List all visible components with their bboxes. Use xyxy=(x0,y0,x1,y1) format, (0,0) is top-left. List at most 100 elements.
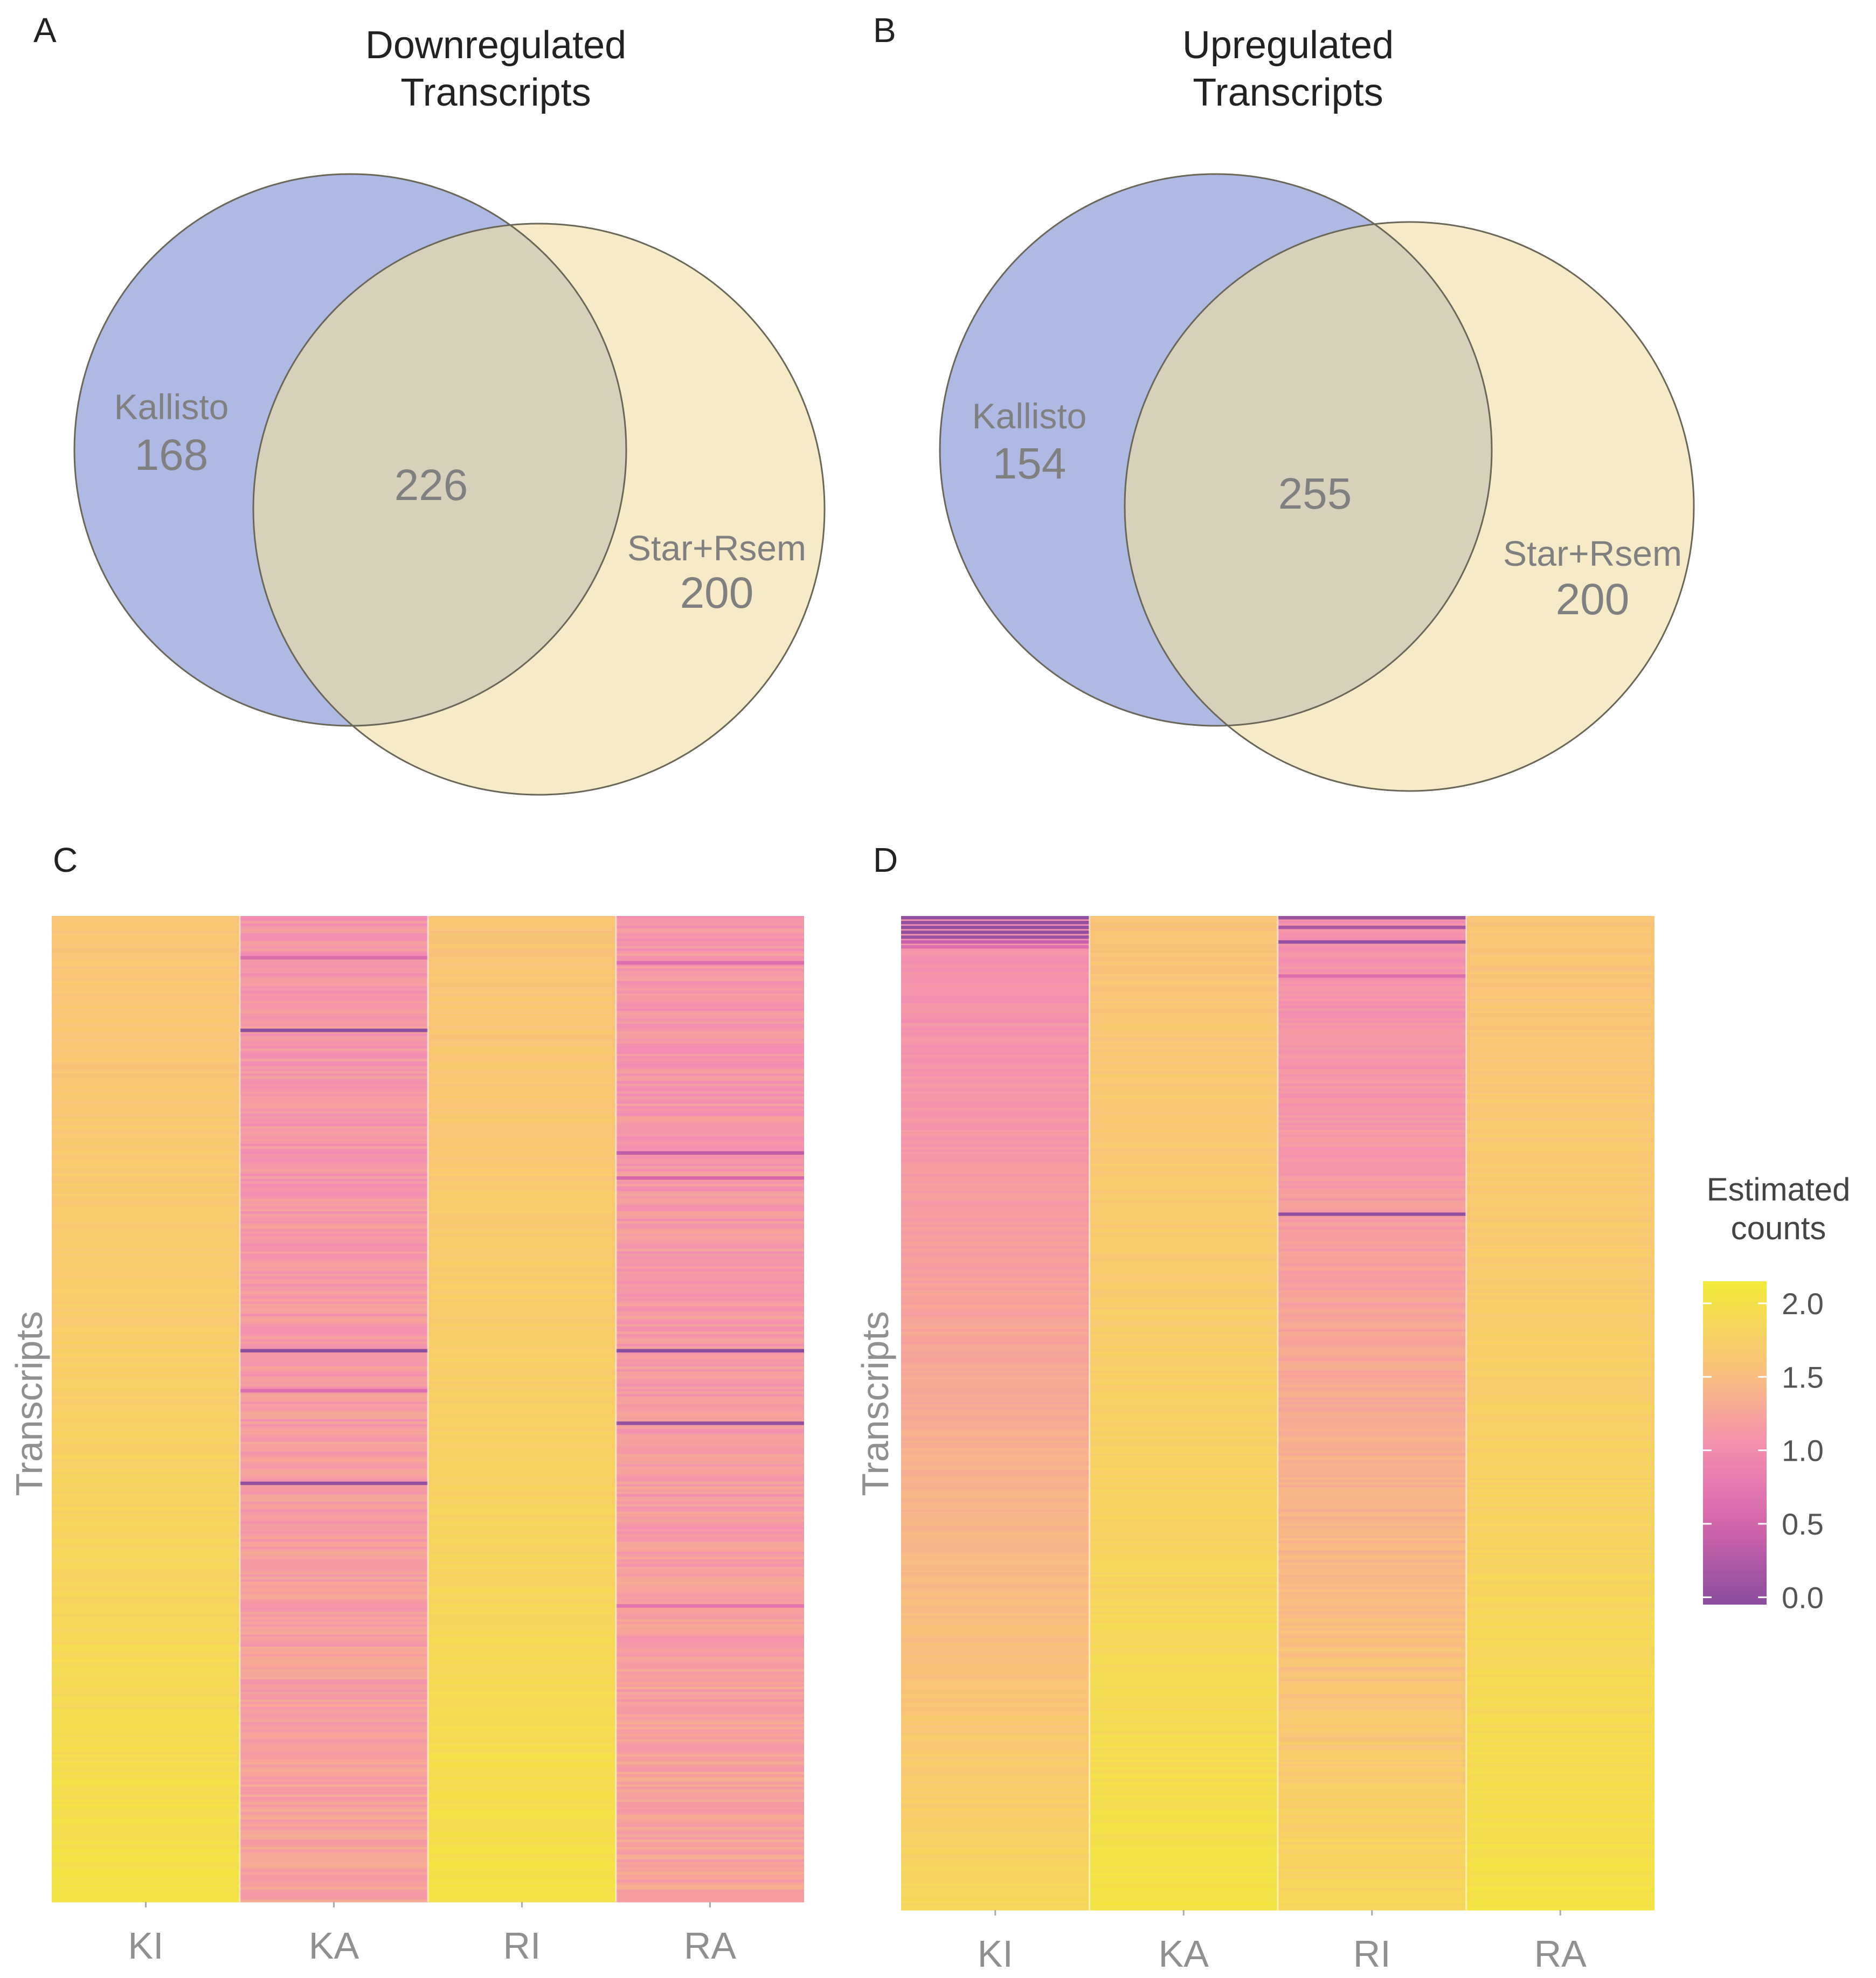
heatmap-cell xyxy=(52,1699,240,1703)
heatmap-cell xyxy=(901,1861,1090,1864)
heatmap-cell xyxy=(901,1847,1090,1850)
heatmap-cell xyxy=(1466,1098,1655,1101)
heatmap-cell xyxy=(52,1779,240,1782)
heatmap-cell xyxy=(52,1354,240,1357)
heatmap-cell xyxy=(52,1686,240,1690)
heatmap-cell xyxy=(1278,1885,1466,1889)
heatmap-cell xyxy=(901,1348,1090,1352)
heatmap-cell xyxy=(52,1176,240,1179)
heatmap-cell xyxy=(428,1256,616,1259)
heatmap-cell xyxy=(1278,1288,1466,1291)
heatmap-cell xyxy=(1089,938,1278,941)
heatmap-cell xyxy=(1089,1081,1278,1084)
heatmap-cell xyxy=(1278,1492,1466,1495)
heatmap-cell xyxy=(901,1582,1090,1585)
heatmap-cell xyxy=(616,1522,804,1525)
heatmap-cell xyxy=(1278,1502,1466,1505)
heatmap-cell xyxy=(428,1424,616,1427)
heatmap-cell xyxy=(240,1872,428,1875)
heatmap-cell xyxy=(901,1779,1090,1782)
heatmap-cell xyxy=(428,1264,616,1267)
heatmap-cell xyxy=(240,1183,428,1187)
heatmap-cell xyxy=(616,1879,804,1883)
heatmap-cell xyxy=(240,1699,428,1703)
heatmap-cell xyxy=(1089,1025,1278,1029)
heatmap-cell xyxy=(616,1837,804,1840)
heatmap-cell xyxy=(616,1236,804,1239)
heatmap-cell xyxy=(52,923,240,927)
heatmap-cell xyxy=(1089,1122,1278,1126)
heatmap-cell xyxy=(428,1491,616,1495)
heatmap-cell xyxy=(901,1399,1090,1403)
heatmap-cell xyxy=(1466,1720,1655,1724)
heatmap-cell xyxy=(901,1071,1090,1074)
heatmap-cell xyxy=(616,938,804,942)
heatmap-cell xyxy=(1089,1387,1278,1391)
heatmap-cell xyxy=(1466,1832,1655,1835)
heatmap-cell xyxy=(428,1729,616,1732)
heatmap-cell xyxy=(616,1169,804,1172)
heatmap-cell xyxy=(901,1873,1090,1877)
heatmap-cell xyxy=(1278,1837,1466,1840)
heatmap-cell xyxy=(901,1176,1090,1179)
heatmap-cell xyxy=(1278,1433,1466,1436)
heatmap-cell xyxy=(52,1504,240,1507)
heatmap-cell xyxy=(1089,1005,1278,1009)
heatmap-cell xyxy=(901,1295,1090,1298)
heatmap-cell xyxy=(1278,1088,1466,1092)
heatmap-cell xyxy=(1278,1059,1466,1063)
heatmap-cell xyxy=(616,1324,804,1327)
heatmap-cell xyxy=(1466,1293,1655,1296)
heatmap-cell xyxy=(428,1676,616,1680)
heatmap-cell xyxy=(1089,1327,1278,1330)
heatmap-cell xyxy=(1089,1747,1278,1750)
heatmap-outlier-cell xyxy=(901,916,1090,920)
heatmap-cell xyxy=(901,1122,1090,1126)
heatmap-cell xyxy=(1089,1801,1278,1804)
heatmap-cell xyxy=(240,1464,428,1467)
heatmap-cell xyxy=(1089,996,1278,999)
heatmap-cell xyxy=(240,1616,428,1620)
heatmap-cell xyxy=(1466,1903,1655,1906)
heatmap-cell xyxy=(240,1899,428,1903)
heatmap-cell xyxy=(1089,1032,1278,1036)
heatmap-cell xyxy=(52,1689,240,1692)
heatmap-cell xyxy=(1278,1830,1466,1833)
heatmap-cell xyxy=(52,1309,240,1312)
heatmap-cell xyxy=(1089,1015,1278,1019)
heatmap-cell xyxy=(240,1682,428,1685)
heatmap-cell xyxy=(1466,1237,1655,1240)
heatmap-cell xyxy=(1278,1657,1466,1660)
heatmap-cell xyxy=(1466,1356,1655,1359)
heatmap-cell xyxy=(240,1106,428,1109)
heatmap-cell xyxy=(616,1101,804,1104)
heatmap-cell xyxy=(1278,1613,1466,1616)
heatmap-cell xyxy=(1466,1820,1655,1823)
heatmap-cell xyxy=(52,1221,240,1224)
heatmap-cell xyxy=(616,1574,804,1577)
heatmap-cell xyxy=(901,971,1090,975)
heatmap-cell xyxy=(240,1566,428,1570)
heatmap-cell xyxy=(1466,1331,1655,1335)
heatmap-cell xyxy=(1466,1509,1655,1512)
heatmap-cell xyxy=(52,1271,240,1274)
heatmap-cell xyxy=(1089,1412,1278,1415)
heatmap-cell xyxy=(1278,1348,1466,1352)
heatmap-cell xyxy=(1466,1001,1655,1004)
heatmap-cell xyxy=(52,1043,240,1047)
heatmap-cell xyxy=(1089,1667,1278,1670)
heatmap-cell xyxy=(1089,1516,1278,1519)
heatmap-cell xyxy=(1466,1859,1655,1862)
heatmap-cell xyxy=(240,1189,428,1192)
heatmap-cell xyxy=(901,1271,1090,1274)
heatmap-cell xyxy=(1278,1375,1466,1378)
heatmap-cell xyxy=(1089,1254,1278,1257)
heatmap-cell xyxy=(1089,1793,1278,1796)
heatmap-cell xyxy=(1278,1205,1466,1208)
heatmap-cell xyxy=(616,1779,804,1782)
heatmap-cell xyxy=(616,1446,804,1449)
heatmap-cell xyxy=(52,1481,240,1484)
heatmap-cell xyxy=(1466,1523,1655,1526)
heatmap-cell xyxy=(616,1599,804,1602)
heatmap-cell xyxy=(240,1049,428,1052)
